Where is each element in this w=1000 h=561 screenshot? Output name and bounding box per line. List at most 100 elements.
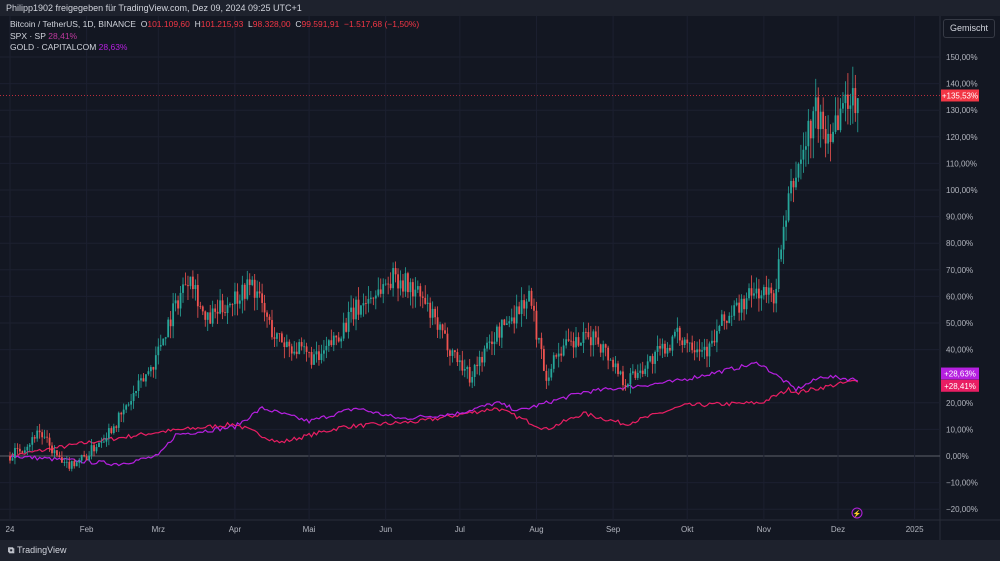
- candle-body: [313, 354, 315, 365]
- candle-body: [219, 300, 221, 314]
- candle-body: [226, 305, 229, 314]
- candle-body: [661, 343, 664, 349]
- candle-body: [404, 273, 407, 292]
- candle-body: [515, 306, 518, 324]
- candle-body: [100, 442, 103, 444]
- y-tick-label: 120,00%: [946, 133, 978, 142]
- candle-body: [634, 371, 637, 378]
- scale-mode-button[interactable]: Gemischt: [943, 19, 995, 38]
- candle-body: [802, 149, 805, 160]
- candle-body: [278, 333, 281, 335]
- candle-body: [599, 344, 602, 353]
- candle-body: [780, 249, 783, 260]
- y-tick-label: 90,00%: [946, 213, 973, 222]
- candle-body: [293, 351, 296, 354]
- candle-body: [149, 367, 152, 372]
- candle-body: [327, 340, 330, 346]
- candle-body: [562, 345, 565, 356]
- candle-body: [41, 432, 44, 438]
- candle-body: [424, 297, 427, 304]
- candle-body: [819, 111, 822, 130]
- x-tick-label: Mrz: [152, 525, 165, 534]
- candle-body: [169, 319, 172, 327]
- candle-body: [122, 409, 125, 415]
- candle-body: [300, 342, 303, 347]
- candle-body: [83, 455, 86, 457]
- candle-body: [248, 279, 251, 285]
- candle-body: [367, 298, 370, 304]
- candle-body: [829, 133, 832, 142]
- candle-body: [127, 404, 130, 406]
- x-tick-label: Mai: [303, 525, 316, 534]
- candle-body: [493, 341, 496, 345]
- candle-body: [199, 306, 202, 308]
- candle-body: [53, 450, 56, 454]
- candle-body: [384, 283, 387, 285]
- candle-body: [78, 460, 81, 463]
- candle-body: [439, 324, 441, 330]
- candle-body: [513, 317, 516, 324]
- candle-body: [429, 302, 432, 318]
- chart-legend: Bitcoin / TetherUS, 1D, BINANCE O101.109…: [10, 19, 419, 54]
- candle-body: [629, 373, 632, 385]
- candle-body: [807, 120, 810, 147]
- candle-body: [93, 445, 95, 452]
- candle-body: [372, 297, 375, 299]
- candle-body: [421, 296, 424, 298]
- candle-body: [851, 88, 854, 106]
- candle-body: [790, 180, 792, 194]
- candle-body: [88, 455, 90, 461]
- spx-line: [9, 379, 859, 459]
- chart-area[interactable]: 150,00% 140,00% 130,00% 120,00% 110,00% 100,0…: [0, 0, 1000, 540]
- y-tick-label: −10,00%: [946, 479, 978, 488]
- y-tick-label: 50,00%: [946, 319, 973, 328]
- candle-body: [355, 299, 357, 320]
- candle-body: [224, 312, 226, 314]
- candle-body: [211, 308, 214, 324]
- candle-body: [187, 285, 189, 287]
- candle-body: [137, 380, 140, 391]
- candle-body: [664, 343, 666, 354]
- candle-body: [18, 448, 21, 452]
- candle-body: [362, 303, 365, 306]
- candle-body: [708, 343, 711, 357]
- candle-body: [238, 300, 241, 304]
- candle-body: [258, 291, 261, 294]
- candle-body: [145, 374, 147, 382]
- candle-body: [577, 337, 580, 346]
- legend-main-row[interactable]: Bitcoin / TetherUS, 1D, BINANCE O101.109…: [10, 19, 419, 31]
- candle-body: [673, 331, 676, 337]
- y-tick-label: 80,00%: [946, 239, 973, 248]
- candle-body: [856, 98, 859, 114]
- candle-body: [189, 276, 192, 287]
- candle-body: [844, 94, 847, 104]
- candle-body: [360, 305, 362, 315]
- legend-gold-row[interactable]: GOLD · CAPITALCOM 28,63%: [10, 42, 419, 54]
- candle-body: [330, 340, 333, 346]
- x-tick-label: Okt: [681, 525, 694, 534]
- candle-body: [787, 193, 790, 221]
- candle-body: [540, 337, 543, 350]
- candle-body: [478, 356, 481, 367]
- btc-candles: [9, 66, 859, 472]
- candle-body: [597, 337, 600, 345]
- candle-body: [476, 364, 479, 367]
- candle-body: [782, 226, 785, 250]
- candle-body: [394, 268, 397, 275]
- candle-body: [305, 346, 308, 352]
- candle-body: [718, 325, 721, 332]
- candle-body: [753, 293, 755, 296]
- lightning-event-icon[interactable]: [851, 507, 863, 519]
- candle-body: [414, 289, 417, 297]
- candle-body: [273, 337, 276, 339]
- candle-body: [365, 303, 367, 304]
- candle-body: [518, 306, 521, 314]
- candle-body: [575, 337, 577, 348]
- candle-body: [644, 368, 647, 374]
- candle-body: [547, 377, 550, 381]
- candle-body: [755, 288, 758, 294]
- candle-body: [711, 340, 713, 344]
- tradingview-logo-icon: ⧉: [8, 545, 17, 555]
- legend-spx-row[interactable]: SPX · SP 28,41%: [10, 31, 419, 43]
- gold-last-label-bg: [941, 367, 979, 380]
